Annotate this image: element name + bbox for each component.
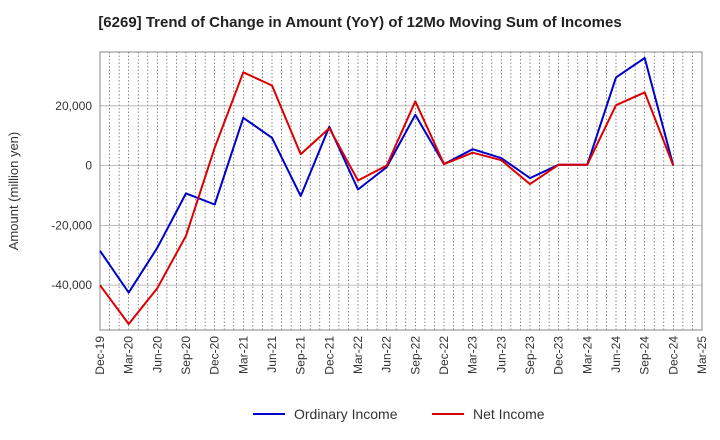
x-tick-label: Sep-21	[294, 336, 308, 375]
plot-area	[100, 52, 702, 330]
x-tick-label: Jun-23	[494, 336, 508, 373]
x-tick-label: Dec-24	[666, 336, 680, 375]
legend-label-net-income: Net Income	[473, 406, 545, 422]
x-tick-label: Mar-23	[466, 336, 480, 374]
x-tick-label: Dec-21	[322, 336, 336, 375]
x-tick-label: Mar-20	[122, 336, 136, 374]
x-tick-label: Sep-24	[638, 336, 652, 375]
x-tick-label: Dec-23	[552, 336, 566, 375]
x-tick-label: Sep-23	[523, 336, 537, 375]
x-tick-label: Jun-21	[265, 336, 279, 373]
y-tick-label: -20,000	[51, 218, 92, 232]
x-tick-label: Mar-21	[236, 336, 250, 374]
x-tick-label: Jun-24	[609, 336, 623, 373]
y-tick-label: 20,000	[55, 99, 92, 113]
x-tick-label: Dec-20	[208, 336, 222, 375]
y-axis-label: Amount (million yen)	[6, 132, 21, 251]
x-tick-label: Mar-24	[580, 336, 594, 374]
x-tick-label: Mar-25	[695, 336, 709, 374]
x-tick-label: Jun-20	[150, 336, 164, 373]
chart-title: [6269] Trend of Change in Amount (YoY) o…	[98, 14, 622, 31]
legend-label-ordinary-income: Ordinary Income	[294, 406, 398, 422]
x-tick-label: Sep-20	[179, 336, 193, 375]
x-tick-label: Dec-19	[93, 336, 107, 375]
x-tick-label: Sep-22	[408, 336, 422, 375]
y-tick-label: 0	[85, 159, 92, 173]
series-line-net-income	[99, 71, 675, 325]
x-tick-label: Mar-22	[351, 336, 365, 374]
x-tick-label: Dec-22	[437, 336, 451, 375]
y-tick-label: -40,000	[51, 278, 92, 292]
plot-frame	[99, 51, 703, 331]
x-tick-label: Jun-22	[380, 336, 394, 373]
